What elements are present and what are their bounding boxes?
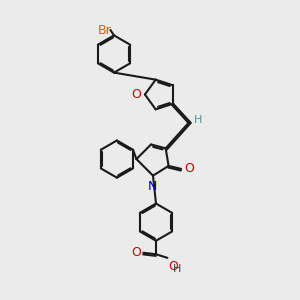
Text: O: O <box>184 162 194 176</box>
Text: O: O <box>131 246 141 259</box>
Text: O: O <box>168 260 178 273</box>
Text: H: H <box>194 115 202 125</box>
Text: H: H <box>173 265 181 275</box>
Text: O: O <box>131 88 141 101</box>
Text: N: N <box>148 180 158 193</box>
Text: Br: Br <box>98 23 112 37</box>
